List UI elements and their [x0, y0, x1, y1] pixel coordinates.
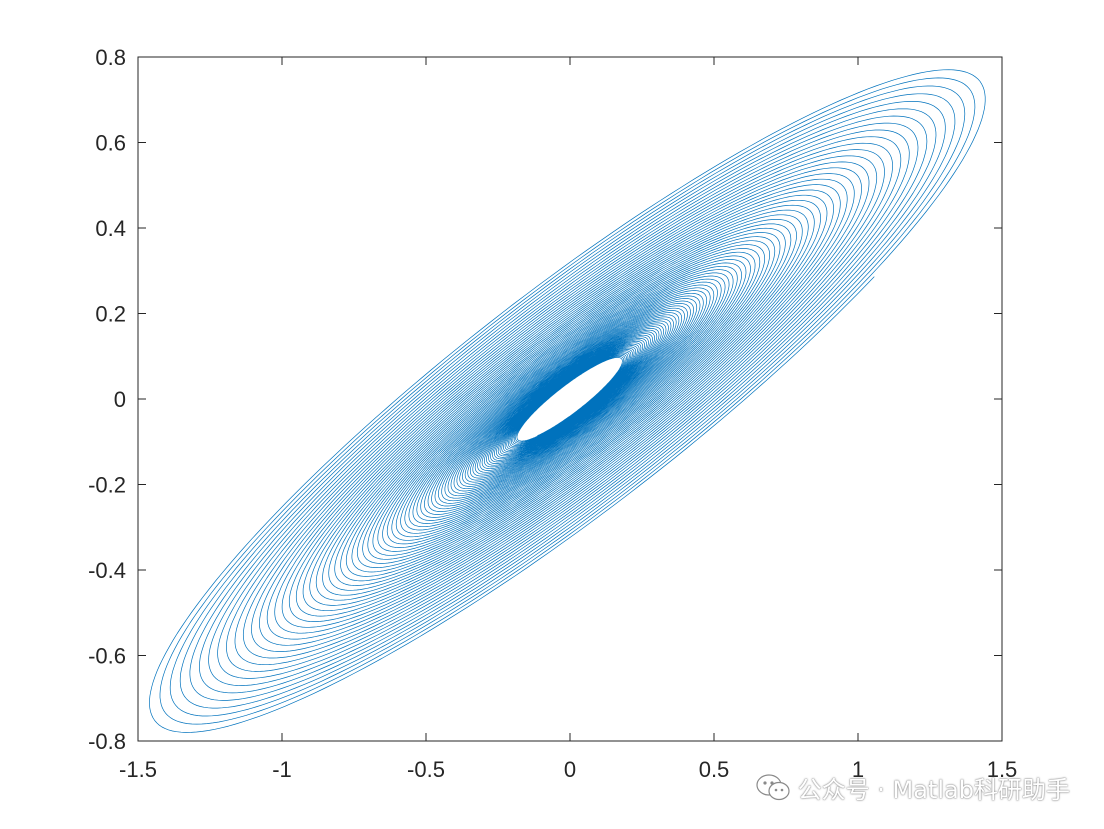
x-tick-label: 0 — [564, 757, 576, 782]
axis-ticks — [137, 56, 1003, 742]
y-tick-label: 0.4 — [95, 216, 126, 241]
y-tick-label: 0 — [114, 387, 126, 412]
y-tick-label: -0.4 — [88, 558, 126, 583]
x-tick-label: -1 — [272, 757, 292, 782]
x-tick-label: 0.5 — [699, 757, 730, 782]
y-tick-label: 0.8 — [95, 45, 126, 70]
y-tick-labels: -0.8 -0.6 -0.4 -0.2 0 0.2 0.4 0.6 0.8 — [88, 45, 126, 754]
x-tick-label: 1.5 — [987, 757, 1018, 782]
x-tick-labels: -1.5 -1 -0.5 0 0.5 1 1.5 — [119, 757, 1017, 782]
y-tick-label: 0.2 — [95, 302, 126, 327]
x-tick-label: -0.5 — [407, 757, 445, 782]
x-tick-label: 1 — [852, 757, 864, 782]
watermark: 公众号 · Matlab科研助手 — [756, 770, 1070, 805]
plot-area — [138, 57, 1002, 741]
series-line — [149, 69, 986, 733]
y-tick-label: -0.8 — [88, 729, 126, 754]
x-tick-label: -1.5 — [119, 757, 157, 782]
attractor-series — [149, 69, 986, 733]
watermark-text: 公众号 · Matlab科研助手 — [797, 776, 1070, 804]
y-tick-label: -0.2 — [88, 473, 126, 498]
y-tick-label: 0.6 — [95, 131, 126, 156]
wechat-icon — [756, 773, 790, 800]
y-tick-label: -0.6 — [88, 644, 126, 669]
